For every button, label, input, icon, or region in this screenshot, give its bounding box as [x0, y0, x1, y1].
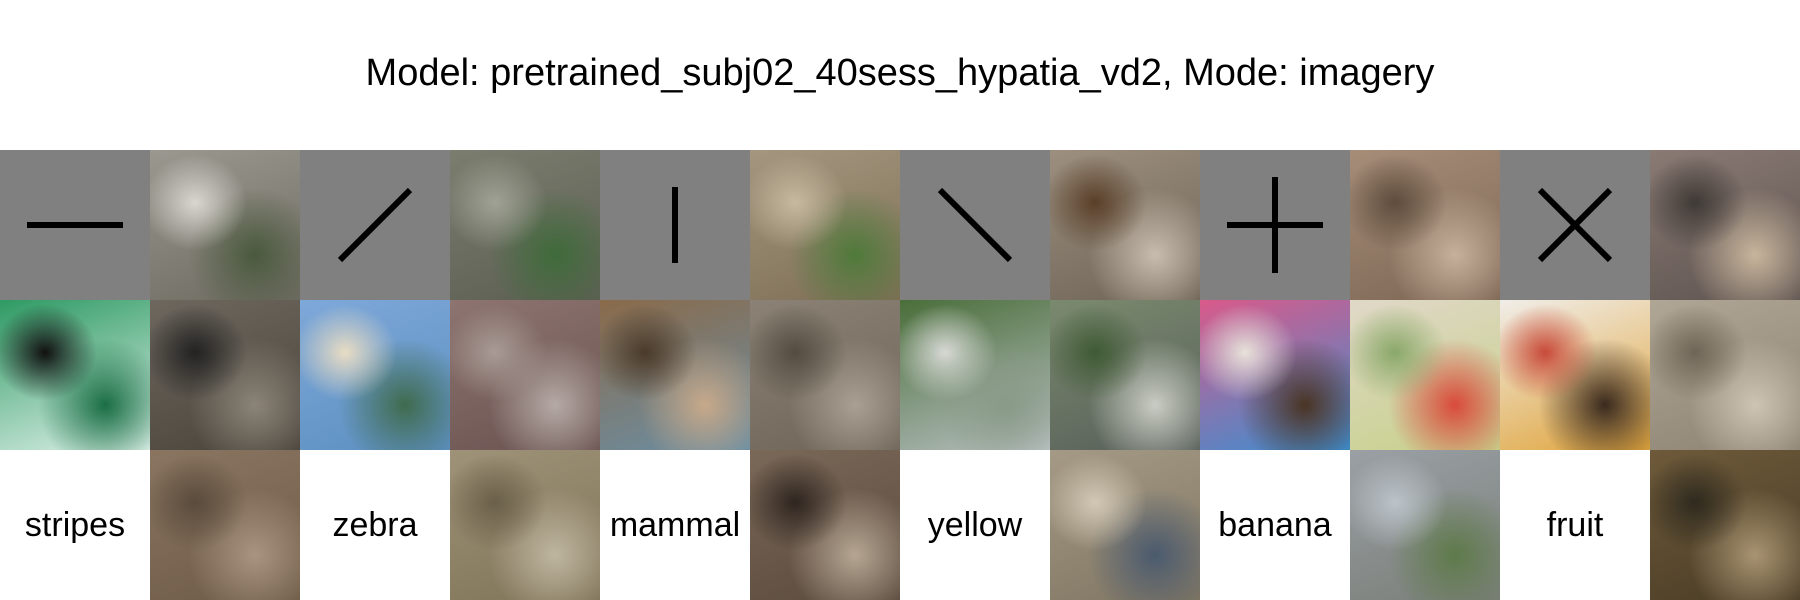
recon-animal-on-ramp [1050, 150, 1200, 300]
recon-blurred-structure [450, 450, 600, 600]
vertical-line-icon [600, 150, 750, 300]
recon-dark-wall-figures [150, 300, 300, 450]
x-cross-icon [1500, 150, 1650, 300]
recon-brick-wall [150, 450, 300, 600]
surfer-wave-photo [0, 300, 150, 450]
word-label: stripes [0, 450, 150, 600]
recon-wooden-stall [1650, 450, 1800, 600]
recon-street-scene [1050, 300, 1200, 450]
word-label: fruit [1500, 450, 1650, 600]
blue-bird-photo [600, 300, 750, 450]
recon-town-buildings [450, 300, 600, 450]
word-label: yellow [900, 450, 1050, 600]
recon-arch-animal [750, 450, 900, 600]
word-label: mammal [600, 450, 750, 600]
river-valley-photo [900, 300, 1050, 450]
recon-stone-relief [1350, 150, 1500, 300]
recon-rocks-plants [750, 150, 900, 300]
plus-sign-icon [1200, 150, 1350, 300]
donuts-photo [1200, 300, 1350, 450]
recon-fruit-plate [1350, 300, 1500, 450]
horizontal-line-icon [0, 150, 150, 300]
recon-people-outdoors [1050, 450, 1200, 600]
recon-rocky-hill [1350, 450, 1500, 600]
recon-rock-texture [750, 300, 900, 450]
image-grid: stripes zebra mammal yellow banana fruit [0, 150, 1800, 600]
recon-stone-steps [450, 150, 600, 300]
recon-gray-wall-figure [150, 150, 300, 300]
beach-boats-photo [300, 300, 450, 450]
word-label: banana [1200, 450, 1350, 600]
recon-figurines [1650, 150, 1800, 300]
floral-dress-women-photo [1500, 300, 1650, 450]
diagonal-right-line-icon [300, 150, 450, 300]
diagonal-left-line-icon [900, 150, 1050, 300]
recon-draped-cloth [1650, 300, 1800, 450]
figure-title: Model: pretrained_subj02_40sess_hypatia_… [365, 52, 1435, 94]
word-label: zebra [300, 450, 450, 600]
